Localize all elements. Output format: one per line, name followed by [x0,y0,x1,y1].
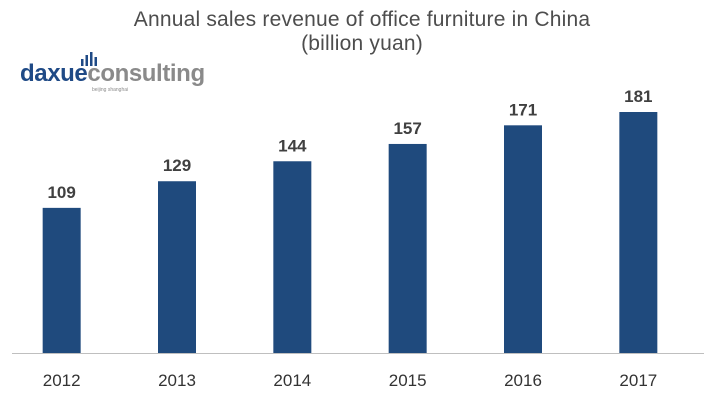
bar-2016 [504,125,542,354]
bar-2017 [619,112,658,353]
logo-text-consulting: consulting [87,60,205,87]
x-tick-label-2012: 2012 [43,371,81,390]
data-label-2014: 144 [278,136,307,155]
bar-2015 [388,143,427,353]
bars-group [42,112,658,354]
bar-2013 [158,181,196,353]
logo-tagline: beijing shanghai [92,87,129,93]
bar-2014 [273,161,312,353]
data-label-2015: 157 [393,119,421,138]
x-tick-label-2014: 2014 [273,371,311,390]
data-label-2013: 129 [163,156,191,175]
x-tick-label-2013: 2013 [158,371,196,390]
data-label-2012: 109 [47,183,75,202]
chart-title-line2: (billion yuan) [301,32,423,55]
chart-title-line1: Annual sales revenue of office furniture… [133,8,591,31]
data-labels-group: 109 129 144 157 171 181 [47,87,652,202]
data-label-2017: 181 [624,87,652,106]
logo-text-daxue: daxue [20,60,88,87]
x-tick-label-2015: 2015 [389,371,427,390]
x-tick-labels-group: 2012 2013 2014 2015 2016 2017 [43,371,657,390]
x-tick-label-2017: 2017 [619,371,657,390]
x-tick-label-2016: 2016 [504,371,542,390]
bar-2012 [42,207,81,353]
data-label-2016: 171 [509,100,537,119]
daxue-consulting-logo: daxueconsulting beijing shanghai [20,52,220,93]
logo-bars-icon [81,52,97,66]
logo-wordmark: daxueconsulting [20,60,205,88]
chart-title: Annual sales revenue of office furniture… [0,8,724,56]
